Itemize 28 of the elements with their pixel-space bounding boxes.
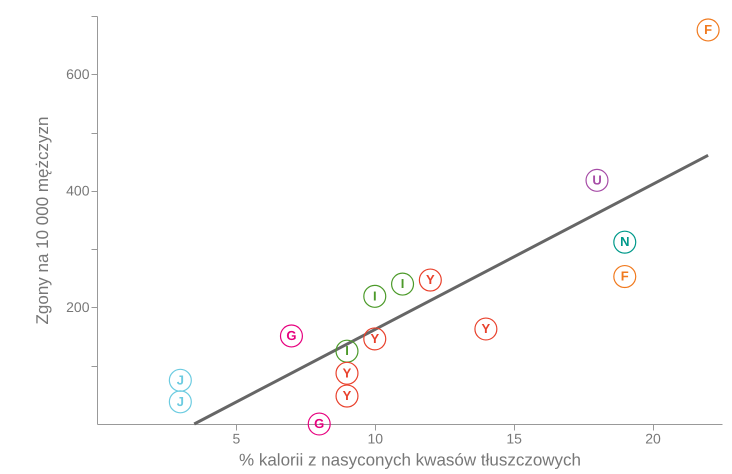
point	[335, 340, 359, 363]
point	[391, 272, 414, 296]
text: J	[176, 394, 184, 409]
series-label: N	[620, 234, 630, 250]
x-tick-label: 5	[232, 430, 240, 446]
text: I	[372, 288, 377, 304]
x-axis-title: % kalorii z nasyconych kwasów tłuszczowych	[238, 450, 582, 470]
y-tick-label: 600	[66, 66, 90, 82]
y-tick-label: 200	[66, 298, 90, 315]
series-label: I	[345, 343, 349, 358]
text: F	[620, 268, 629, 284]
text: Y	[482, 320, 490, 336]
series-label: U	[592, 172, 602, 188]
text: I	[400, 276, 404, 292]
series-label: Y	[342, 365, 352, 380]
text: Y	[342, 388, 352, 404]
x-tick-label: 10	[367, 430, 384, 446]
series-label: G	[314, 416, 324, 431]
x-tick-label: 15	[506, 430, 522, 446]
series-label: F	[704, 22, 712, 37]
series-label: J	[176, 372, 184, 388]
y-tick-label: 400	[66, 182, 90, 198]
point	[363, 284, 386, 308]
text: Y	[370, 330, 380, 346]
text: G	[286, 328, 297, 343]
x-tick-label: 20	[645, 430, 662, 446]
y-axis-title: Zgony na 10 000 mężczyzn	[33, 116, 52, 324]
text: Y	[426, 272, 435, 288]
